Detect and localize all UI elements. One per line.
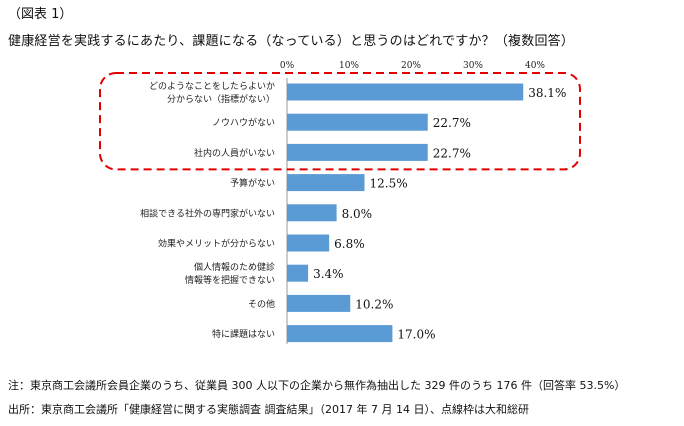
category-label: 特に課題はない [212, 328, 275, 340]
category-label: その他 [248, 298, 275, 310]
bar [287, 264, 309, 282]
category-label: 個人情報のため健診 [194, 261, 275, 273]
value-label: 10.2% [355, 297, 393, 311]
value-label: 12.5% [370, 177, 408, 191]
bar [287, 174, 365, 192]
value-label: 38.1% [528, 86, 566, 100]
value-label: 8.0% [342, 207, 373, 221]
bar [287, 113, 428, 131]
value-label: 22.7% [433, 116, 471, 130]
value-label: 3.4% [313, 267, 344, 281]
x-tick-label: 10% [339, 61, 359, 71]
category-label: ノウハウがない [212, 117, 275, 129]
survey-question: 健康経営を実践するにあたり、課題になる（なっている）と思うのはどれですか？（複数… [8, 34, 575, 49]
x-tick-label: 20% [401, 61, 421, 71]
value-label: 6.8% [334, 237, 365, 251]
category-label: 相談できる社外の専門家がいない [140, 207, 275, 219]
bar [287, 143, 428, 161]
bar [287, 294, 351, 312]
x-tick-label: 30% [463, 61, 483, 71]
category-label: 分からない（指標がない） [167, 93, 275, 105]
x-tick-label: 40% [525, 61, 545, 71]
bar-series [287, 83, 524, 343]
value-label: 17.0% [397, 328, 435, 342]
figure-label: （図表 1） [8, 7, 73, 22]
category-label: 社内の人員がいない [194, 147, 275, 159]
bar [287, 234, 330, 252]
note-source: 出所：東京商工会議所「健康経営に関する実態調査 調査結果」（2017 年 7 月… [8, 403, 529, 416]
bar [287, 83, 524, 101]
highlight-box [99, 72, 581, 171]
highlight-dashed-box [99, 72, 581, 171]
category-label: 効果やメリットが分からない [158, 238, 275, 250]
bar [287, 325, 393, 343]
value-labels: 38.1% 22.7% 22.7% 12.5% 8.0% 6.8% 3.4% 10.2% 17.… [313, 86, 566, 342]
category-label: 情報等を把握できない [185, 274, 275, 286]
bar [287, 204, 337, 222]
value-label: 22.7% [433, 146, 471, 160]
x-axis-ticks: 0% 10% 20% 30% 40% [280, 61, 546, 71]
note-sample: 注：東京商工会議所会員企業のうち、従業員 300 人以下の企業から無作為抽出した… [8, 379, 626, 392]
category-label: どのようなことをしたらよいか [149, 81, 275, 92]
category-label: 予算がない [230, 177, 275, 189]
x-tick-label: 0% [280, 61, 295, 71]
